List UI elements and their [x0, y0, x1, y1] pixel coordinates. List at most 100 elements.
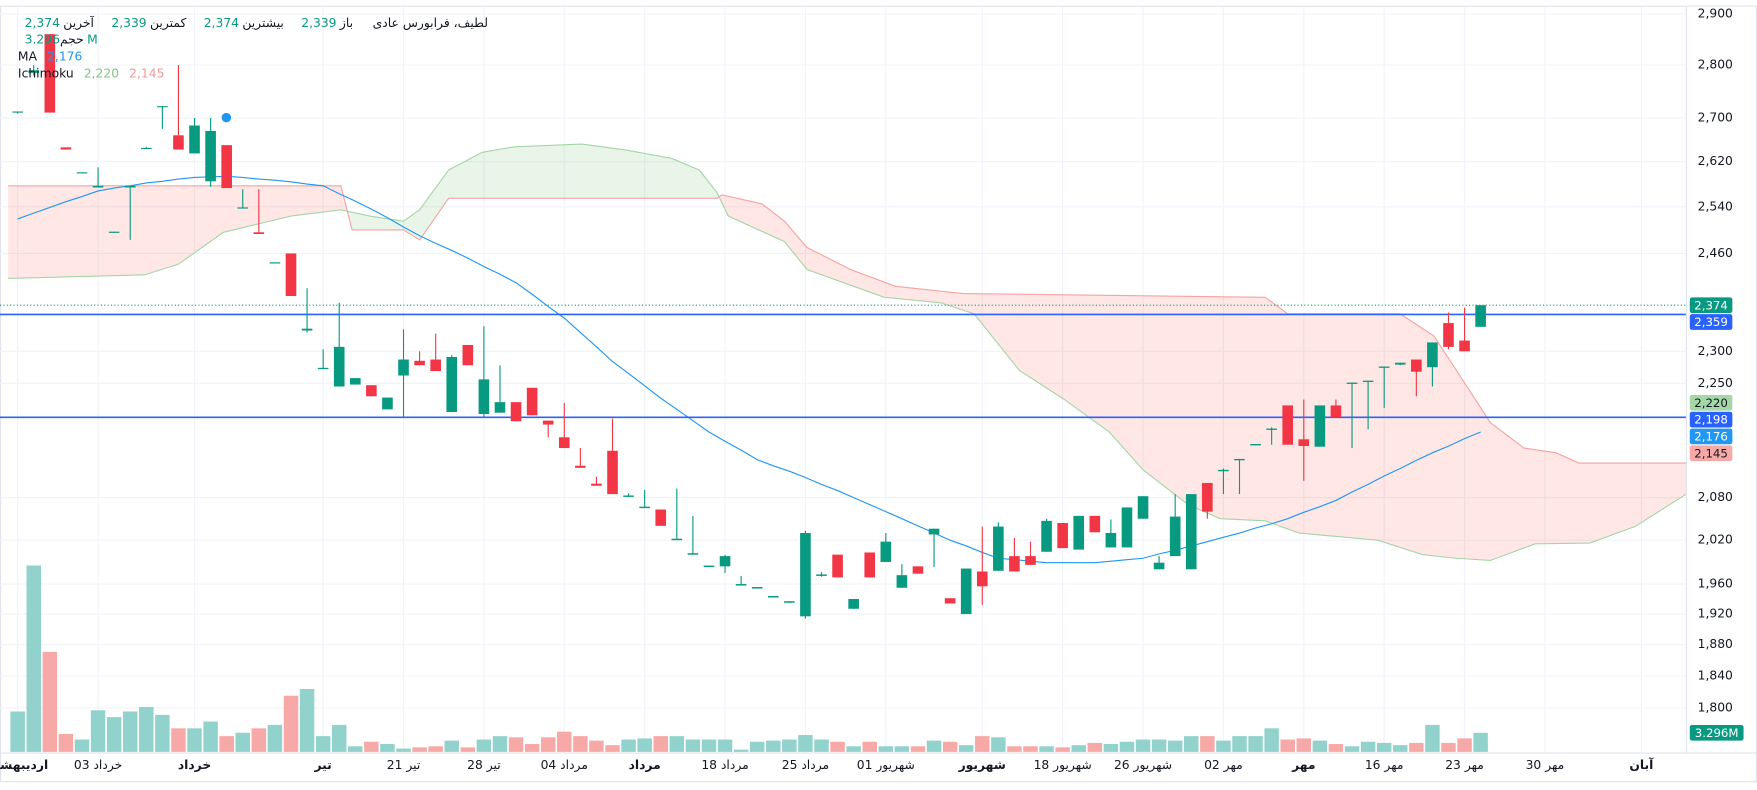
field-label: کمترین: [150, 15, 187, 31]
frame: [0, 5, 1757, 783]
volume-bar: [299, 689, 315, 752]
candle-body: [896, 575, 908, 588]
x-tick-label: تیر: [313, 758, 331, 772]
volume-bar: [1376, 742, 1392, 752]
volume-bar: [331, 724, 347, 752]
candle-body: [1330, 405, 1342, 418]
volume-bar: [396, 748, 411, 752]
volume-bar: [926, 740, 942, 752]
y-tick-label: 2,460: [1698, 246, 1733, 260]
candle-body: [494, 402, 506, 413]
volume-bar: [122, 711, 138, 752]
x-tick-label: 26 شهریور: [1114, 758, 1172, 773]
candle-body: [880, 541, 892, 562]
candle-body: [607, 450, 618, 495]
volume-bar: [74, 739, 90, 752]
volume-bar: [1039, 746, 1054, 752]
x-tick-label: 02 مهر: [1204, 758, 1243, 773]
ichimoku-span-a: [8, 143, 1687, 562]
volume-bar: [637, 738, 652, 752]
candle-body: [864, 552, 876, 578]
legend-ichimoku[interactable]: Ichimoku 2,220 2,145: [18, 66, 168, 82]
x-tick-label: 01 شهریور: [857, 758, 915, 773]
volume-bar: [315, 736, 331, 752]
candle-body: [1169, 516, 1181, 557]
price-label: 2,145: [1694, 446, 1728, 460]
price-label-bg: [1689, 297, 1733, 314]
y-tick-label: 2,800: [1698, 58, 1733, 72]
candle-body: [12, 111, 23, 113]
candle-body: [1025, 556, 1036, 565]
ma-line: [17, 175, 1481, 564]
volume-bar: [685, 739, 701, 752]
x-tick-label: 16 مهر: [1365, 758, 1404, 773]
volume-bar: [557, 731, 572, 752]
candle-body: [1459, 340, 1470, 352]
volume-bar: [90, 710, 106, 752]
ichimoku-span-b: [8, 185, 1687, 464]
volume-bar: [1119, 741, 1135, 752]
candle-body: [44, 34, 56, 113]
candle-body: [1378, 366, 1390, 368]
candle-body: [462, 344, 474, 366]
volume-bar: [1328, 744, 1344, 752]
candle-body: [366, 385, 377, 397]
volume-bar: [1264, 728, 1279, 752]
candle-body: [173, 135, 184, 150]
candle-body: [1121, 507, 1133, 548]
candle-body: [1266, 428, 1277, 430]
candle-body: [944, 598, 956, 604]
volume-bar: [187, 728, 202, 752]
candle-body: [510, 402, 522, 422]
field-value: 2,339: [301, 15, 337, 31]
volume-label: 3.296M: [1695, 726, 1739, 740]
x-tick-label: شهریور: [958, 758, 1006, 772]
volume-bar: [58, 733, 74, 752]
candle-body: [157, 106, 168, 108]
legend-ma[interactable]: MA 2,176: [18, 49, 86, 65]
candle-body: [1346, 382, 1358, 384]
volume-bar: [219, 736, 234, 752]
volume-bar: [1135, 739, 1151, 752]
x-tick-label: 04 مرداد: [541, 758, 588, 773]
y-tick-label: 2,020: [1698, 533, 1733, 547]
volume-bar: [1103, 744, 1119, 752]
field-label: بیشترین: [242, 15, 284, 31]
candle-body: [1314, 405, 1326, 447]
y-tick-label: 1,920: [1698, 607, 1733, 621]
candle-body: [751, 587, 763, 589]
x-tick-label: 28 تیر: [467, 758, 501, 773]
candle-body: [703, 565, 715, 568]
candle-body: [928, 528, 940, 535]
price-label: 2,220: [1694, 396, 1728, 410]
candle-body: [124, 185, 136, 188]
volume-bar: [991, 737, 1006, 752]
field-value: 2,339: [111, 15, 147, 31]
y-tick-label: 1,880: [1698, 637, 1733, 651]
volume-bar: [669, 736, 685, 752]
volume-bar: [958, 745, 974, 752]
candle-body: [832, 554, 843, 578]
volume-bar: [798, 735, 813, 752]
candle-body: [719, 556, 731, 567]
legend-volume[interactable]: حجم3.296M: [18, 32, 101, 48]
candle-body: [478, 379, 490, 414]
volume-bar: [653, 736, 668, 752]
field-label: آخرین: [63, 15, 94, 31]
candle-body: [1427, 342, 1438, 368]
y-tick-label: 2,540: [1698, 199, 1733, 213]
candle-body: [800, 532, 811, 617]
volume-bar: [1248, 736, 1263, 752]
volume-bar: [1151, 739, 1167, 752]
volume-bar: [348, 746, 363, 752]
alert-marker[interactable]: [219, 111, 233, 125]
indicator-name: Ichimoku: [17, 66, 74, 81]
candle-body: [285, 253, 297, 297]
candle-body: [446, 356, 458, 413]
volume-bar: [605, 745, 620, 752]
candle-body: [1185, 494, 1197, 570]
volume-bar: [1409, 742, 1424, 752]
x-tick-label: 25 مرداد: [782, 758, 829, 773]
